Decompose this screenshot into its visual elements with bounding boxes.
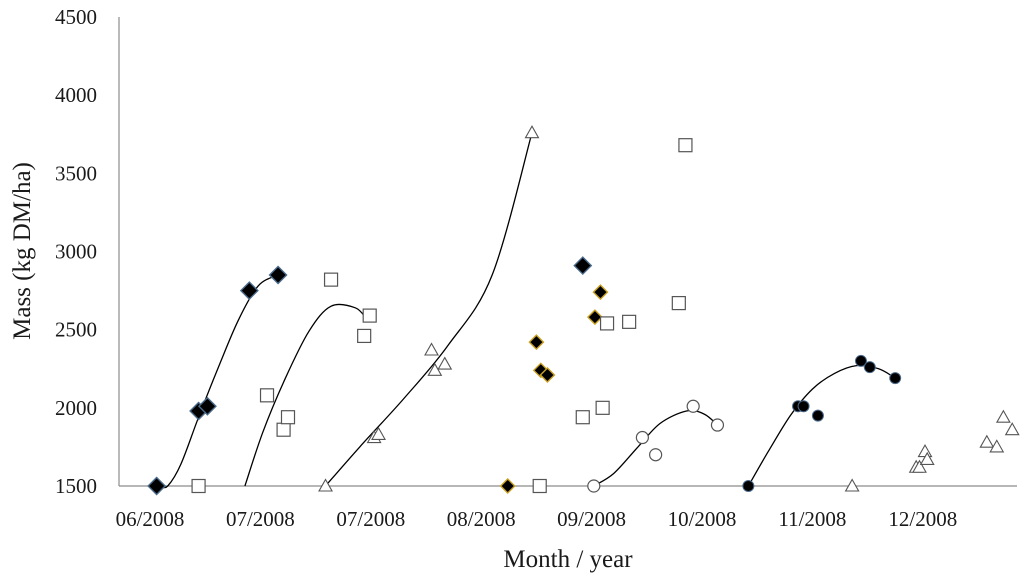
- diamond-point: [499, 478, 516, 494]
- y-tick-label: 4500: [55, 5, 97, 29]
- square-point: [280, 410, 296, 425]
- y-tick-labels: 1500 2000 2500 3000 3500 4000 4500: [55, 5, 97, 498]
- diamond-point: [592, 284, 609, 301]
- trend-curve: [325, 132, 533, 487]
- triangle-point: [989, 439, 1005, 453]
- x-tick-label: 07/2008: [226, 507, 295, 531]
- filled-circle-point: [742, 480, 755, 492]
- square-point: [671, 295, 686, 311]
- triangle-point: [318, 478, 333, 492]
- triangle-point: [912, 459, 927, 473]
- filled-circle-point: [811, 409, 824, 422]
- filled-circle-point: [854, 354, 867, 367]
- y-tick-label: 2500: [55, 318, 97, 342]
- triangle-point: [524, 125, 540, 139]
- diamond-point: [268, 265, 288, 285]
- triangle-point: [917, 443, 933, 458]
- diamond-point: [197, 396, 217, 416]
- y-tick-label: 3000: [55, 240, 97, 264]
- data-points: [147, 125, 1020, 496]
- circle-point: [635, 430, 649, 445]
- circle-point: [649, 448, 663, 462]
- x-tick-label: 08/2008: [447, 507, 516, 531]
- y-tick-label: 2000: [55, 396, 97, 420]
- y-tick-label: 1500: [55, 474, 97, 498]
- trend-curves: [160, 132, 896, 489]
- diamond-point: [539, 367, 556, 383]
- triangle-point: [919, 451, 935, 465]
- square-point: [575, 410, 590, 425]
- triangle-point: [844, 478, 860, 492]
- triangle-point: [371, 426, 386, 440]
- circle-point: [587, 479, 601, 493]
- x-tick-labels: 06/2008 07/2008 07/2008 08/2008 09/2008 10/20…: [116, 507, 958, 531]
- circle-point: [686, 399, 700, 413]
- x-tick-label: 07/2008: [336, 507, 405, 531]
- square-point: [323, 272, 339, 287]
- diamond-point: [586, 309, 603, 326]
- diamond-point: [239, 281, 259, 301]
- triangle-point: [424, 342, 439, 356]
- x-tick-label: 06/2008: [116, 507, 185, 531]
- diamond-point: [147, 476, 167, 496]
- square-point: [622, 314, 637, 329]
- x-tick-label: 12/2008: [888, 507, 957, 531]
- circle-point: [710, 418, 725, 432]
- filled-circle-point: [863, 361, 876, 374]
- square-point: [259, 388, 275, 403]
- filled-circle-point: [889, 372, 902, 385]
- square-point: [357, 328, 372, 344]
- y-axis-title: Mass (kg DM/ha): [9, 162, 36, 340]
- x-tick-label: 11/2008: [778, 507, 846, 531]
- trend-curve: [747, 364, 896, 487]
- square-point: [678, 138, 693, 153]
- triangle-point: [995, 409, 1011, 423]
- triangle-point: [437, 356, 453, 370]
- x-tick-label: 10/2008: [668, 507, 737, 531]
- square-point: [362, 308, 377, 323]
- filled-circle-point: [797, 400, 810, 413]
- square-point: [191, 478, 206, 494]
- y-tick-label: 3500: [55, 161, 97, 185]
- square-point: [532, 478, 547, 494]
- x-tick-label: 09/2008: [557, 507, 626, 531]
- x-axis-title: Month / year: [503, 546, 633, 573]
- y-tick-label: 4000: [55, 83, 97, 107]
- trend-curve: [160, 274, 279, 489]
- diamond-point: [573, 256, 593, 276]
- square-point: [276, 422, 291, 437]
- trend-curve: [244, 303, 367, 487]
- square-point: [595, 400, 610, 415]
- triangle-point: [979, 434, 995, 448]
- diamond-point: [528, 334, 545, 351]
- triangle-point: [1004, 422, 1020, 436]
- square-point: [599, 316, 615, 331]
- trend-curve: [593, 409, 718, 487]
